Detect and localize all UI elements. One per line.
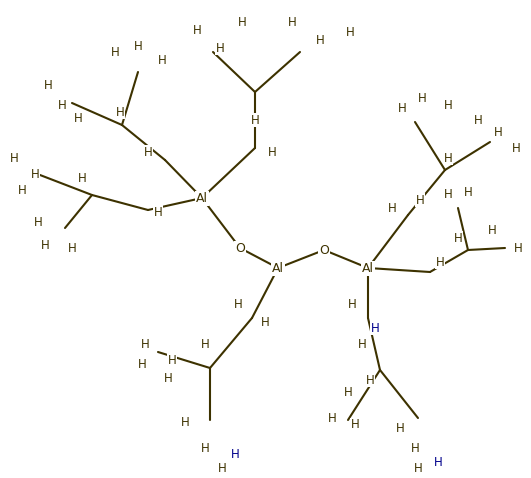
Text: Al: Al xyxy=(362,261,374,274)
Text: H: H xyxy=(238,15,246,29)
Text: H: H xyxy=(116,106,124,119)
Text: H: H xyxy=(164,371,173,384)
Text: Al: Al xyxy=(272,261,284,274)
Text: H: H xyxy=(138,358,147,371)
Text: H: H xyxy=(371,322,379,335)
Text: H: H xyxy=(513,241,523,254)
Text: H: H xyxy=(398,101,406,115)
Text: H: H xyxy=(388,202,396,215)
Text: H: H xyxy=(58,98,66,111)
Text: H: H xyxy=(414,461,422,475)
Text: H: H xyxy=(193,23,201,36)
Text: H: H xyxy=(216,42,225,54)
Text: H: H xyxy=(261,315,269,328)
Text: H: H xyxy=(31,169,39,182)
Text: H: H xyxy=(251,113,259,127)
Text: H: H xyxy=(10,152,19,164)
Text: H: H xyxy=(268,145,276,159)
Text: H: H xyxy=(134,40,142,53)
Text: H: H xyxy=(288,15,296,29)
Text: H: H xyxy=(443,98,452,111)
Text: H: H xyxy=(153,206,162,218)
Text: H: H xyxy=(67,241,76,254)
Text: O: O xyxy=(319,243,329,257)
Text: H: H xyxy=(18,184,27,196)
Text: H: H xyxy=(494,126,502,139)
Text: H: H xyxy=(230,448,239,461)
Text: H: H xyxy=(143,145,152,159)
Text: H: H xyxy=(396,422,405,435)
Text: H: H xyxy=(443,188,452,202)
Text: H: H xyxy=(350,419,359,432)
Text: H: H xyxy=(141,338,149,351)
Text: H: H xyxy=(315,33,324,46)
Text: H: H xyxy=(328,412,336,424)
Text: H: H xyxy=(410,442,419,455)
Text: H: H xyxy=(434,456,442,468)
Text: H: H xyxy=(41,239,49,251)
Text: H: H xyxy=(44,78,53,91)
Text: H: H xyxy=(201,338,209,351)
Text: H: H xyxy=(181,415,190,428)
Text: H: H xyxy=(168,354,176,367)
Text: H: H xyxy=(348,298,356,312)
Text: H: H xyxy=(366,373,374,387)
Text: H: H xyxy=(453,231,463,245)
Text: H: H xyxy=(417,91,426,105)
Text: H: H xyxy=(464,185,473,198)
Text: H: H xyxy=(416,194,424,206)
Text: H: H xyxy=(201,442,209,455)
Text: H: H xyxy=(346,25,354,39)
Text: H: H xyxy=(512,141,520,154)
Text: H: H xyxy=(234,298,242,312)
Text: H: H xyxy=(74,111,82,124)
Text: H: H xyxy=(344,385,353,399)
Text: H: H xyxy=(158,54,166,66)
Text: H: H xyxy=(110,45,119,58)
Text: H: H xyxy=(357,338,366,351)
Text: Al: Al xyxy=(196,192,208,205)
Text: H: H xyxy=(474,113,482,127)
Text: H: H xyxy=(33,216,42,228)
Text: H: H xyxy=(443,152,452,164)
Text: H: H xyxy=(78,172,87,185)
Text: O: O xyxy=(235,241,245,254)
Text: H: H xyxy=(487,224,496,237)
Text: H: H xyxy=(218,461,226,475)
Text: H: H xyxy=(435,256,444,269)
